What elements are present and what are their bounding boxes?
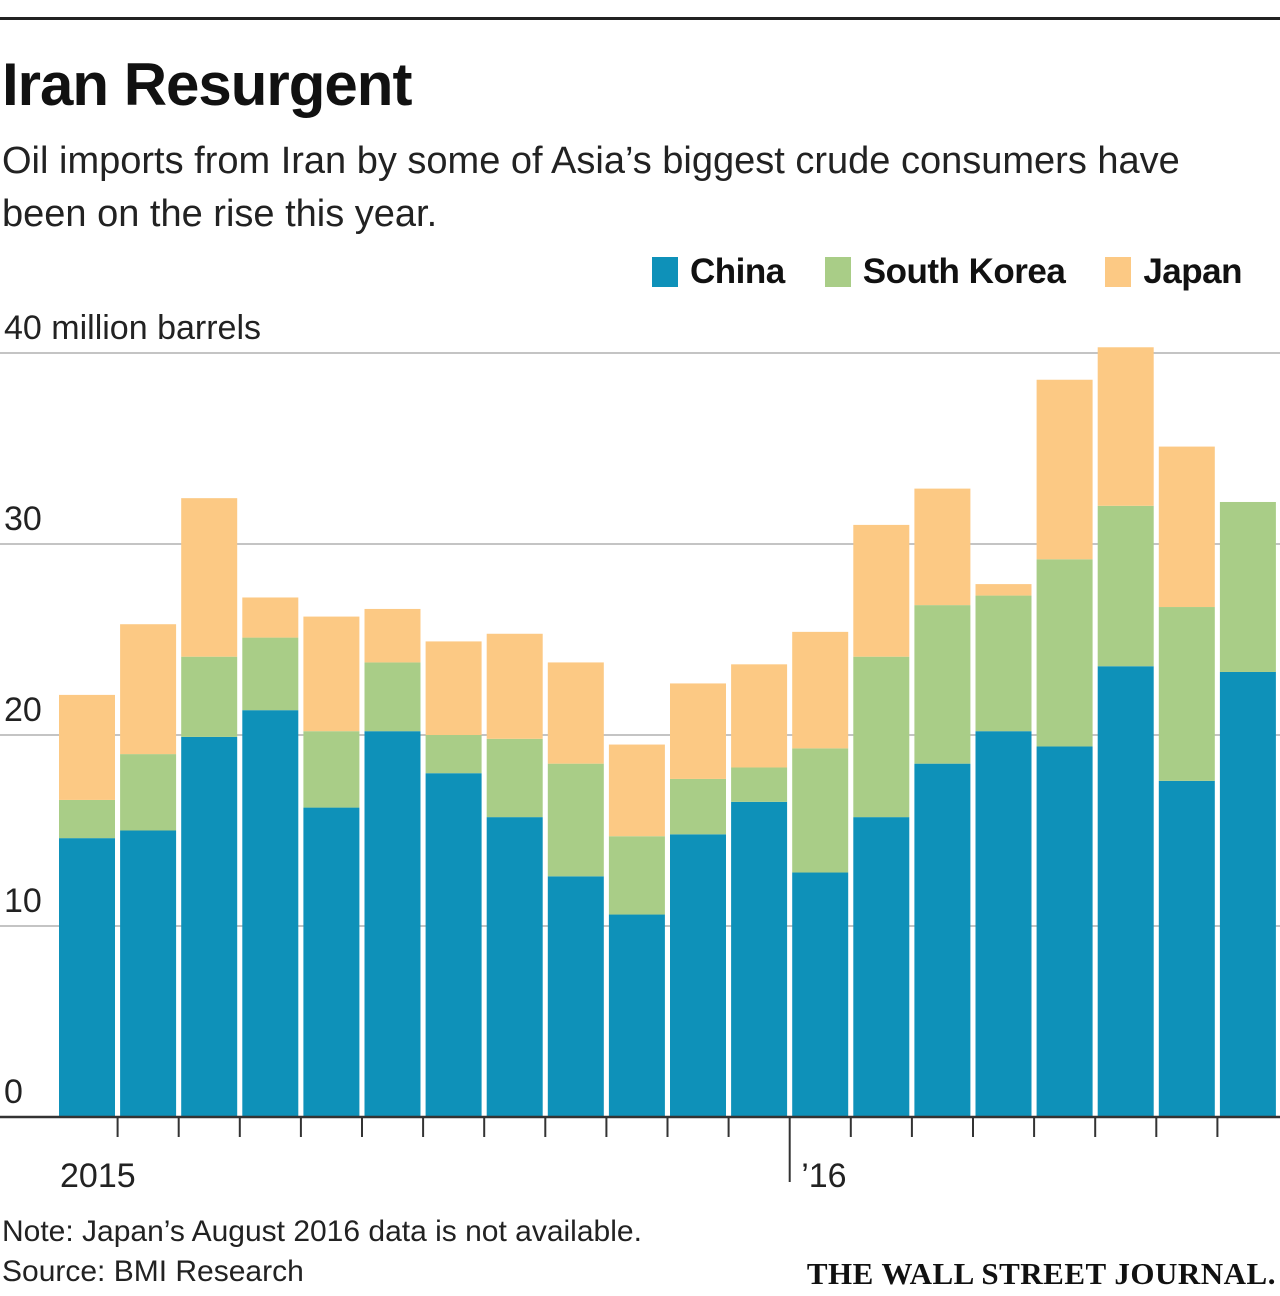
bar-south-korea-12 [731,767,788,802]
y-tick-label-10: 10 [4,882,42,920]
legend: China South Korea Japan [612,252,1242,292]
bar-china-2 [120,830,177,1117]
bar-south-korea-17 [1036,559,1093,747]
bar-south-korea-11 [670,778,726,835]
bar-south-korea-19 [1158,607,1215,781]
footnote: Note: Japan’s August 2016 data is not av… [2,1215,642,1248]
bar-china-18 [1097,666,1154,1117]
bar-china-20 [1219,671,1276,1117]
bar-japan-7 [425,641,482,735]
chart-subtitle: Oil imports from Iran by some of Asia’s … [2,140,1180,235]
legend-label-china: China [690,252,785,291]
y-tick-label-20: 20 [4,691,42,729]
bar-china-10 [608,914,665,1117]
chart-title: Iran Resurgent [2,51,412,118]
stacked-bar-chart: 0 10 20 30 40 million barrels 2015 ’16 [0,309,1280,1195]
bar-china-9 [547,876,604,1117]
legend-label-south-korea: South Korea [862,252,1066,291]
bar-china-11 [670,834,726,1117]
bar-south-korea-3 [181,656,238,737]
bar-china-17 [1036,746,1093,1117]
bar-china-3 [181,736,238,1117]
legend-item-china: China [652,252,785,292]
bar-japan-14 [853,524,910,657]
bar-south-korea-9 [547,763,604,877]
bar-south-korea-15 [914,605,971,764]
x-tick-label-12: ’16 [801,1157,846,1195]
bar-japan-3 [181,498,238,657]
y-tick-label-40: 40 million barrels [4,309,261,347]
bar-japan-12 [731,664,788,768]
bar-china-5 [303,807,360,1117]
legend-label-japan: Japan [1143,252,1242,291]
bar-japan-1 [59,694,115,800]
bar-south-korea-8 [486,738,543,818]
legend-item-south-korea: South Korea [824,252,1066,292]
publisher-logo: THE WALL STREET JOURNAL. [806,1256,1276,1291]
bar-china-13 [792,872,849,1117]
bar-south-korea-13 [792,748,849,873]
bar-china-14 [853,817,910,1117]
bar-south-korea-4 [242,637,299,711]
legend-swatch-china [652,257,679,287]
legend-swatch-south-korea [824,257,851,287]
bar-south-korea-5 [303,731,360,808]
bar-japan-8 [486,633,543,739]
bar-japan-2 [120,624,177,755]
bar-china-4 [242,710,299,1117]
bar-japan-17 [1036,379,1093,560]
bar-japan-5 [303,616,360,732]
bar-south-korea-16 [975,595,1032,732]
bar-china-7 [425,773,482,1117]
bar-japan-15 [914,488,971,606]
bar-china-15 [914,763,971,1117]
bar-china-1 [59,838,115,1117]
bar-japan-13 [792,631,849,749]
y-tick-label-30: 30 [4,500,42,538]
bar-china-8 [486,817,543,1117]
source-credit: Source: BMI Research [2,1255,304,1288]
bar-japan-9 [547,662,604,764]
bar-south-korea-2 [120,754,177,831]
bar-japan-11 [670,683,726,779]
bar-japan-19 [1158,446,1215,608]
x-tick-label-0: 2015 [60,1157,136,1195]
y-tick-label-0: 0 [4,1073,23,1111]
bar-china-16 [975,731,1032,1117]
bar-south-korea-10 [608,836,665,915]
bar-south-korea-7 [425,735,482,774]
bar-south-korea-6 [364,662,421,732]
legend-item-japan: Japan [1105,252,1242,292]
bar-china-6 [364,731,421,1117]
top-rule [0,17,1280,20]
bar-japan-18 [1097,347,1154,506]
bar-south-korea-1 [59,799,115,839]
bar-south-korea-14 [853,656,910,818]
bar-china-12 [731,801,788,1117]
bar-south-korea-18 [1097,505,1154,667]
bar-japan-6 [364,608,421,663]
bar-japan-4 [242,597,299,638]
bar-south-korea-20 [1219,501,1276,672]
bar-japan-16 [975,584,1032,596]
bar-japan-10 [608,744,665,837]
bar-china-19 [1158,780,1215,1117]
legend-swatch-japan [1105,257,1132,287]
